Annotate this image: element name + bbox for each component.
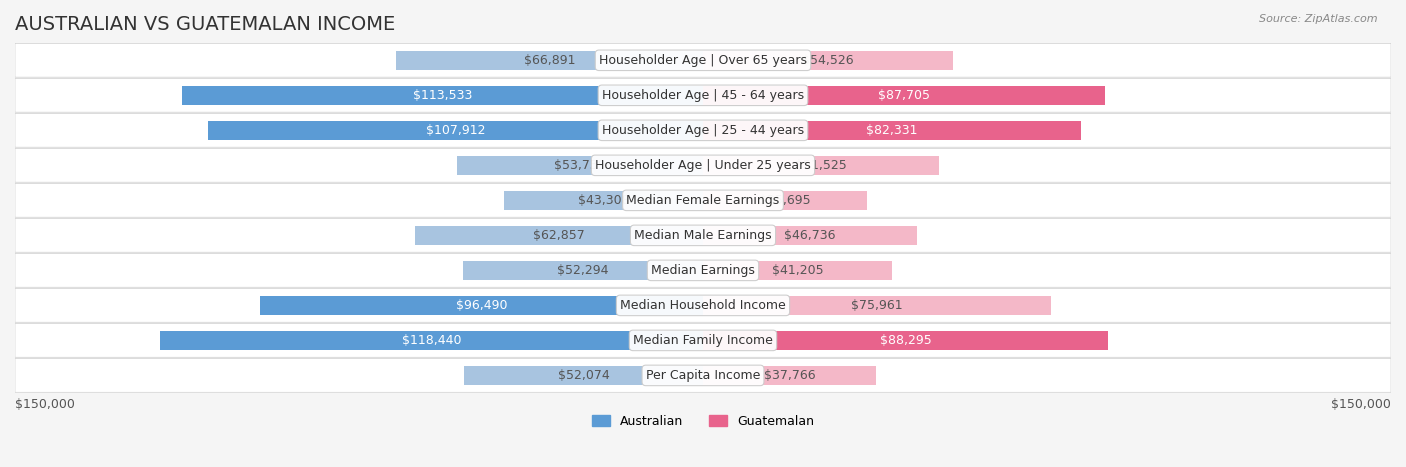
Text: $113,533: $113,533 (413, 89, 472, 102)
Text: $35,695: $35,695 (759, 194, 811, 207)
Bar (703, 366, 876, 385)
Text: $43,308: $43,308 (578, 194, 630, 207)
FancyBboxPatch shape (15, 43, 1391, 77)
FancyBboxPatch shape (15, 219, 1391, 252)
Text: $88,295: $88,295 (880, 334, 931, 347)
Bar (208, 120, 703, 140)
Text: Householder Age | Over 65 years: Householder Age | Over 65 years (599, 54, 807, 67)
Bar (703, 296, 1052, 315)
Bar (505, 191, 703, 210)
Text: $150,000: $150,000 (15, 398, 75, 411)
Text: Median Female Earnings: Median Female Earnings (627, 194, 779, 207)
Text: Householder Age | 45 - 64 years: Householder Age | 45 - 64 years (602, 89, 804, 102)
FancyBboxPatch shape (15, 113, 1391, 147)
Bar (396, 50, 703, 70)
FancyBboxPatch shape (15, 78, 1391, 112)
Text: Median Male Earnings: Median Male Earnings (634, 229, 772, 242)
FancyBboxPatch shape (15, 289, 1391, 322)
Bar (457, 156, 703, 175)
Bar (703, 261, 891, 280)
Bar (463, 261, 703, 280)
Text: $82,331: $82,331 (866, 124, 918, 137)
Text: Median Family Income: Median Family Income (633, 334, 773, 347)
Bar (415, 226, 703, 245)
Text: Median Earnings: Median Earnings (651, 264, 755, 277)
Bar (183, 85, 703, 105)
Text: Source: ZipAtlas.com: Source: ZipAtlas.com (1260, 14, 1378, 24)
Text: $54,526: $54,526 (803, 54, 853, 67)
Legend: Australian, Guatemalan: Australian, Guatemalan (586, 410, 820, 433)
Text: $107,912: $107,912 (426, 124, 485, 137)
Bar (260, 296, 703, 315)
Text: $118,440: $118,440 (402, 334, 461, 347)
Bar (703, 226, 917, 245)
Text: Householder Age | Under 25 years: Householder Age | Under 25 years (595, 159, 811, 172)
Text: $41,205: $41,205 (772, 264, 824, 277)
Text: $46,736: $46,736 (785, 229, 837, 242)
Text: $53,739: $53,739 (554, 159, 606, 172)
Text: $87,705: $87,705 (879, 89, 931, 102)
Text: Per Capita Income: Per Capita Income (645, 369, 761, 382)
FancyBboxPatch shape (15, 254, 1391, 287)
Bar (703, 85, 1105, 105)
Text: $52,074: $52,074 (558, 369, 609, 382)
Text: $150,000: $150,000 (1331, 398, 1391, 411)
Text: $52,294: $52,294 (557, 264, 609, 277)
Text: Median Household Income: Median Household Income (620, 299, 786, 312)
Text: Householder Age | 25 - 44 years: Householder Age | 25 - 44 years (602, 124, 804, 137)
Bar (703, 191, 866, 210)
Text: $51,525: $51,525 (796, 159, 846, 172)
Bar (703, 120, 1081, 140)
FancyBboxPatch shape (15, 324, 1391, 357)
Bar (703, 331, 1108, 350)
Text: $37,766: $37,766 (763, 369, 815, 382)
Text: $96,490: $96,490 (456, 299, 508, 312)
Bar (160, 331, 703, 350)
Bar (703, 156, 939, 175)
Text: $66,891: $66,891 (524, 54, 575, 67)
FancyBboxPatch shape (15, 149, 1391, 182)
Text: $75,961: $75,961 (852, 299, 903, 312)
Text: $62,857: $62,857 (533, 229, 585, 242)
FancyBboxPatch shape (15, 184, 1391, 217)
Bar (703, 50, 953, 70)
FancyBboxPatch shape (15, 359, 1391, 392)
Text: AUSTRALIAN VS GUATEMALAN INCOME: AUSTRALIAN VS GUATEMALAN INCOME (15, 15, 395, 34)
Bar (464, 366, 703, 385)
